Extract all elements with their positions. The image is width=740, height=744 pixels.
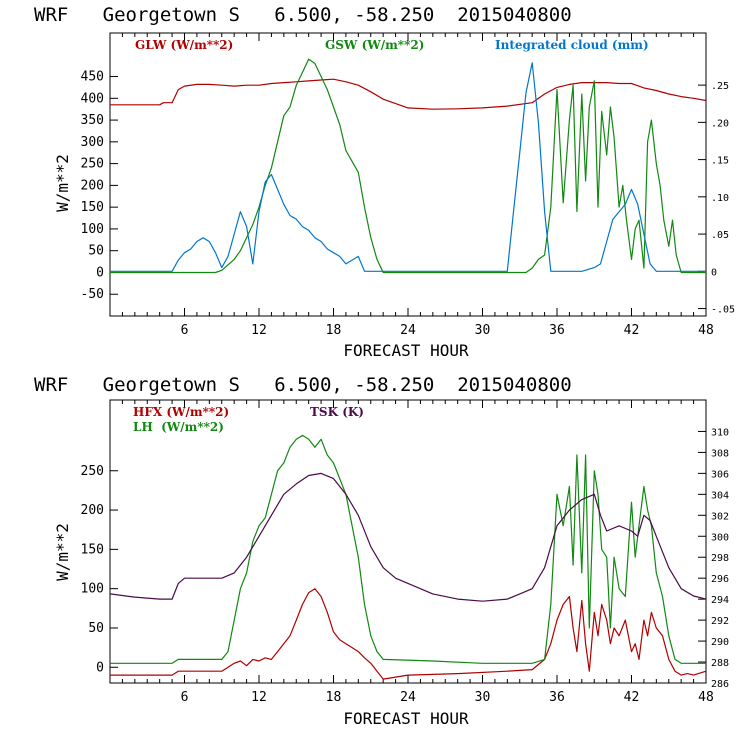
y2-tick-label: 0 bbox=[711, 267, 717, 278]
y-tick-label: -50 bbox=[81, 287, 104, 302]
y2-tick-label: 302 bbox=[711, 511, 729, 522]
x-tick-label: 24 bbox=[400, 690, 416, 705]
x-tick-label: 48 bbox=[698, 690, 714, 705]
series-line-lh bbox=[110, 434, 706, 664]
y2-tick-label: 292 bbox=[711, 616, 729, 627]
y2-tick-label: 308 bbox=[711, 448, 729, 459]
series-line-tsk bbox=[109, 472, 707, 602]
y2-tick-label: 306 bbox=[711, 469, 729, 480]
y2-tick-label: .10 bbox=[711, 193, 729, 204]
x-tick-label: 18 bbox=[326, 323, 342, 338]
series-line-gsw bbox=[110, 58, 706, 274]
y2-tick-label: 304 bbox=[711, 490, 729, 501]
x-axis-label-top: FORECAST HOUR bbox=[343, 341, 469, 360]
y2-tick-label: 298 bbox=[711, 553, 729, 564]
legend-tsk: TSK (K) bbox=[310, 405, 364, 419]
y2-tick-label: .25 bbox=[711, 81, 729, 92]
y-tick-label: 350 bbox=[81, 113, 104, 128]
y2-tick-label: 290 bbox=[711, 637, 729, 648]
chart-title-bottom: WRF Georgetown S 6.500, -58.250 20150408… bbox=[34, 374, 572, 396]
legend-gsw: GSW (W/m**2) bbox=[325, 38, 424, 52]
y-tick-label: 50 bbox=[88, 244, 104, 259]
y-tick-label: 150 bbox=[81, 542, 104, 557]
x-tick-label: 48 bbox=[698, 323, 714, 338]
y-axis-label-top: W/m**2 bbox=[53, 154, 72, 212]
x-tick-label: 42 bbox=[624, 323, 640, 338]
chart-title-top: WRF Georgetown S 6.500, -58.250 20150408… bbox=[34, 4, 572, 26]
y-tick-label: 400 bbox=[81, 91, 104, 106]
y-tick-label: 200 bbox=[81, 503, 104, 518]
y-tick-label: 100 bbox=[81, 222, 104, 237]
y2-tick-label: 288 bbox=[711, 658, 729, 669]
series-line-integrated bbox=[110, 62, 706, 272]
axis-ticks-top: 6 12 18 24 30 36 42 48 -50 0 50 100 150 200 250 300 350 4… bbox=[81, 33, 735, 338]
y2-tick-label: -.05 bbox=[711, 305, 735, 316]
legend-cloud: Integrated cloud (mm) bbox=[495, 38, 649, 52]
y2-tick-label: 286 bbox=[711, 679, 729, 690]
x-tick-label: 36 bbox=[549, 323, 565, 338]
y-axis-label-bottom: W/m**2 bbox=[53, 523, 72, 581]
y-tick-label: 50 bbox=[88, 621, 104, 636]
series-lines-bottom bbox=[109, 434, 707, 680]
series-lines-top bbox=[110, 58, 707, 274]
x-tick-label: 24 bbox=[400, 323, 416, 338]
x-tick-label: 6 bbox=[181, 690, 189, 705]
y-tick-label: 250 bbox=[81, 464, 104, 479]
y-tick-label: 250 bbox=[81, 157, 104, 172]
legend-glw: GLW (W/m**2) bbox=[135, 38, 233, 52]
x-tick-label: 30 bbox=[475, 323, 491, 338]
y-tick-label: 100 bbox=[81, 582, 104, 597]
y2-tick-label: .15 bbox=[711, 156, 729, 167]
y-tick-label: 300 bbox=[81, 135, 104, 150]
legend-lh: LH (W/m**2) bbox=[133, 420, 224, 434]
series-line-glw bbox=[110, 78, 707, 110]
series-line-hfx bbox=[110, 588, 707, 680]
y2-tick-label: .05 bbox=[711, 230, 729, 241]
y-tick-label: 200 bbox=[81, 178, 104, 193]
x-tick-label: 12 bbox=[251, 323, 267, 338]
y2-tick-label: 310 bbox=[711, 427, 729, 438]
x-tick-label: 12 bbox=[251, 690, 267, 705]
y2-tick-label: 300 bbox=[711, 532, 729, 543]
x-axis-label-bottom: FORECAST HOUR bbox=[343, 709, 469, 728]
axis-ticks-bottom: 6 12 18 24 30 36 42 48 0 50 100 150 200 250 286 288 290 2… bbox=[81, 400, 729, 705]
plot-frame-bottom bbox=[109, 399, 707, 684]
x-tick-label: 30 bbox=[475, 690, 491, 705]
x-tick-label: 18 bbox=[326, 690, 342, 705]
y2-tick-label: .20 bbox=[711, 118, 729, 129]
x-tick-label: 6 bbox=[181, 323, 189, 338]
y-tick-label: 450 bbox=[81, 70, 104, 85]
y-tick-label: 0 bbox=[96, 265, 104, 280]
y-tick-label: 150 bbox=[81, 200, 104, 215]
y2-tick-label: 294 bbox=[711, 595, 729, 606]
legend-hfx: HFX (W/m**2) bbox=[133, 405, 229, 419]
x-tick-label: 42 bbox=[624, 690, 640, 705]
y-tick-label: 0 bbox=[96, 660, 104, 675]
x-tick-label: 36 bbox=[549, 690, 565, 705]
y2-tick-label: 296 bbox=[711, 574, 729, 585]
